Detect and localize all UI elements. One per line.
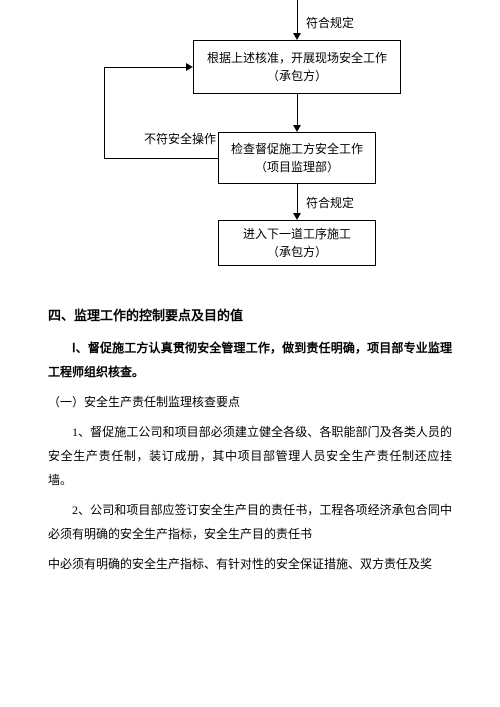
- edge-line: [104, 158, 218, 159]
- edge-label-left: 不符安全操作: [144, 130, 216, 148]
- edge-line: [297, 0, 298, 33]
- node-line: （承包方）: [267, 67, 327, 85]
- edge-line: [104, 67, 105, 158]
- edge-label-mid: 符合规定: [306, 194, 354, 212]
- section-heading: 四、监理工作的控制要点及目的值: [48, 306, 452, 326]
- node-line: （承包方）: [267, 243, 327, 261]
- flowchart: 符合规定 根据上述核准，开展现场安全工作 （承包方） 检查督促施工方安全工作 （…: [48, 0, 452, 270]
- arrowhead: [293, 125, 301, 132]
- node-line: 检查督促施工方安全工作: [231, 140, 363, 158]
- node-site-safety-work: 根据上述核准，开展现场安全工作 （承包方）: [193, 40, 401, 94]
- sub-heading: （一）安全生产责任制监理核查要点: [48, 390, 452, 414]
- node-line: 进入下一道工序施工: [243, 225, 351, 243]
- body-section: 四、监理工作的控制要点及目的值 Ⅰ、督促施工方认真贯彻安全管理工作，做到责任明确…: [0, 306, 500, 576]
- paragraph-2: 2、公司和项目部应签订安全生产目的责任书，工程各项经济承包合同中必须有明确的安全…: [48, 498, 452, 546]
- node-next-procedure: 进入下一道工序施工 （承包方）: [218, 220, 376, 266]
- edge-line: [104, 67, 186, 68]
- arrowhead: [293, 33, 301, 40]
- edge-line: [297, 94, 298, 125]
- paragraph-1: 1、督促施工公司和项目部必须建立健全各级、各职能部门及各类人员的安全生产责任制，…: [48, 420, 452, 492]
- node-line: 根据上述核准，开展现场安全工作: [207, 49, 387, 67]
- arrowhead: [186, 63, 193, 71]
- arrowhead: [293, 213, 301, 220]
- paragraph-2-continuation: 中必须有明确的安全生产指标、有针对性的安全保证措施、双方责任及奖: [48, 552, 452, 576]
- edge-label-top: 符合规定: [306, 14, 354, 32]
- edge-line: [297, 184, 298, 213]
- node-supervision-check: 检查督促施工方安全工作 （项目监理部）: [218, 132, 376, 184]
- intro-paragraph: Ⅰ、督促施工方认真贯彻安全管理工作，做到责任明确，项目部专业监理工程师组织核查。: [48, 336, 452, 384]
- node-line: （项目监理部）: [255, 158, 339, 176]
